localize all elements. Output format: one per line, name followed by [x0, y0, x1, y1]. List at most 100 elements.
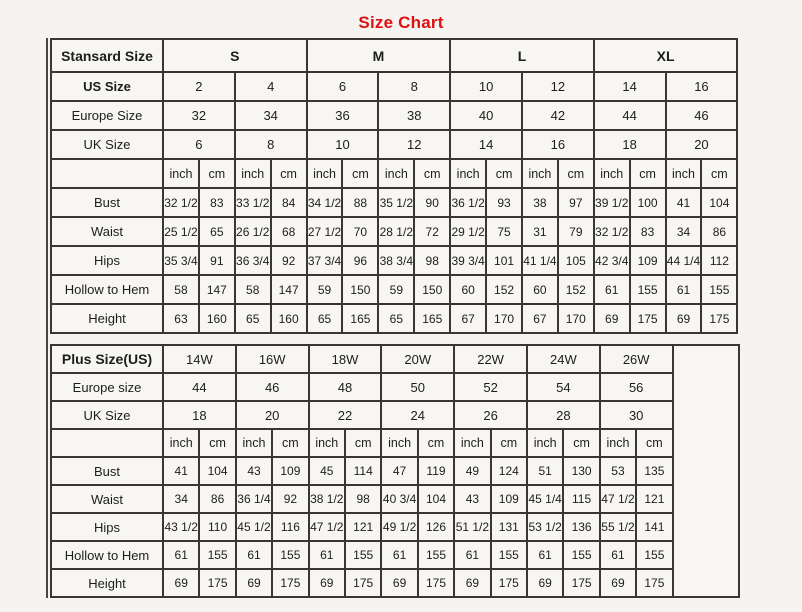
measurement-cell: 109: [628, 245, 667, 276]
measurement-cell: 49 1/2: [380, 512, 419, 542]
measurement-cell: 147: [197, 274, 236, 305]
measurement-cell: 150: [341, 274, 380, 305]
size-value-cell: 32: [162, 100, 236, 131]
measurement-cell: 97: [556, 187, 595, 218]
size-value-cell: 52: [453, 372, 528, 402]
row-label-empty: [50, 158, 164, 189]
size-value-cell: 22: [307, 400, 383, 430]
measurement-cell: 175: [628, 303, 667, 334]
measurement-cell: 155: [271, 540, 310, 570]
measurement-cell: 175: [271, 568, 310, 598]
unit-header-cell: cm: [413, 158, 452, 189]
chart-frame: Stansard Size S M L XL US Size 2 4 6 8 10 12 14 16 Eur…: [46, 38, 741, 598]
measurement-cell: 45 1/4: [525, 484, 565, 514]
size-value-cell: 18: [162, 400, 237, 430]
measurement-cell: 31: [520, 216, 559, 247]
table-row: Waist 34 86 36 1/4 92 38 1/2 98 40 3/4 104 43 109 4…: [50, 484, 739, 514]
unit-header-cell: cm: [485, 158, 523, 189]
row-label: Hollow to Hem: [50, 540, 164, 570]
measurement-cell: 47 1/2: [598, 484, 638, 514]
size-value-cell: 44: [592, 100, 667, 131]
measurement-cell: 35 1/2: [377, 187, 416, 218]
measurement-cell: 36 3/4: [233, 245, 272, 276]
table-row: Europe Size 32 34 36 38 40 42 44 46: [50, 100, 739, 131]
unit-header-cell: cm: [341, 158, 380, 189]
measurement-cell: 47: [380, 456, 419, 486]
size-value-cell: 42: [520, 100, 595, 131]
measurement-cell: 124: [489, 456, 528, 486]
unit-header-cell: cm: [489, 428, 528, 458]
measurement-cell: 121: [635, 484, 674, 514]
size-group-header: 22W: [453, 344, 528, 374]
row-label: Height: [50, 568, 164, 598]
unit-header-cell: cm: [628, 158, 667, 189]
row-label: Hollow to Hem: [50, 274, 164, 305]
unit-header-cell: cm: [198, 428, 237, 458]
measurement-cell: 155: [343, 540, 383, 570]
measurement-cell: 83: [628, 216, 667, 247]
measurement-cell: 61: [525, 540, 565, 570]
size-value-cell: 8: [377, 71, 452, 102]
measurement-cell: 69: [453, 568, 492, 598]
table-row: Height 63 160 65 160 65 165 65 165 67 170 67 170 69 17…: [50, 303, 739, 334]
measurement-cell: 41: [161, 456, 201, 486]
standard-size-table-body: Stansard Size S M L XL US Size 2 4 6 8 10 12 14 16 Eur…: [50, 38, 739, 334]
measurement-cell: 75: [485, 216, 523, 247]
unit-header-cell: inch: [525, 428, 565, 458]
measurement-cell: 165: [341, 303, 380, 334]
measurement-cell: 175: [700, 303, 739, 334]
size-value-cell: 34: [233, 100, 308, 131]
size-value-cell: 6: [162, 129, 236, 160]
size-value-cell: 18: [592, 129, 667, 160]
measurement-cell: 61: [592, 274, 631, 305]
measurement-cell: 58: [162, 274, 200, 305]
size-group-header: 24W: [525, 344, 601, 374]
size-value-cell: 10: [305, 129, 380, 160]
measurement-cell: 47 1/2: [307, 512, 346, 542]
measurement-cell: 119: [416, 456, 456, 486]
measurement-cell: 44 1/4: [664, 245, 703, 276]
measurement-cell: 45: [307, 456, 346, 486]
row-label: Waist: [50, 216, 164, 247]
measurement-cell: 58: [233, 274, 272, 305]
measurement-cell: 101: [485, 245, 523, 276]
measurement-cell: 41 1/4: [520, 245, 559, 276]
measurement-cell: 170: [485, 303, 523, 334]
unit-header-cell: cm: [556, 158, 595, 189]
size-group-header: S: [162, 38, 308, 73]
unit-header-cell: cm: [197, 158, 236, 189]
size-group-header: XL: [592, 38, 739, 73]
size-value-cell: 2: [162, 71, 236, 102]
row-label: UK Size: [50, 129, 164, 160]
size-value-cell: 12: [520, 71, 595, 102]
measurement-cell: 90: [413, 187, 452, 218]
measurement-cell: 69: [525, 568, 565, 598]
measurement-cell: 150: [413, 274, 452, 305]
measurement-cell: 65: [233, 303, 272, 334]
size-value-cell: 36: [305, 100, 380, 131]
measurement-cell: 51 1/2: [453, 512, 492, 542]
size-value-cell: 26: [453, 400, 528, 430]
measurement-cell: 155: [635, 540, 674, 570]
measurement-cell: 152: [556, 274, 595, 305]
measurement-cell: 35 3/4: [162, 245, 200, 276]
measurement-cell: 37 3/4: [305, 245, 344, 276]
measurement-cell: 61: [664, 274, 703, 305]
measurement-cell: 91: [197, 245, 236, 276]
measurement-cell: 69: [307, 568, 346, 598]
unit-header-cell: cm: [562, 428, 601, 458]
size-group-header: M: [305, 38, 452, 73]
size-value-cell: 24: [380, 400, 456, 430]
measurement-cell: 26 1/2: [233, 216, 272, 247]
row-label: Hips: [50, 512, 164, 542]
unit-header-cell: inch: [161, 428, 201, 458]
measurement-cell: 155: [489, 540, 528, 570]
measurement-cell: 61: [598, 540, 638, 570]
measurement-cell: 70: [341, 216, 380, 247]
size-value-cell: 44: [162, 372, 237, 402]
row-label: Europe size: [50, 372, 164, 402]
table-row: Hollow to Hem 58 147 58 147 59 150 59 150 60 152 60…: [50, 274, 739, 305]
size-value-cell: 6: [305, 71, 380, 102]
table-row: Stansard Size S M L XL: [50, 38, 739, 73]
unit-header-cell: inch: [233, 158, 272, 189]
